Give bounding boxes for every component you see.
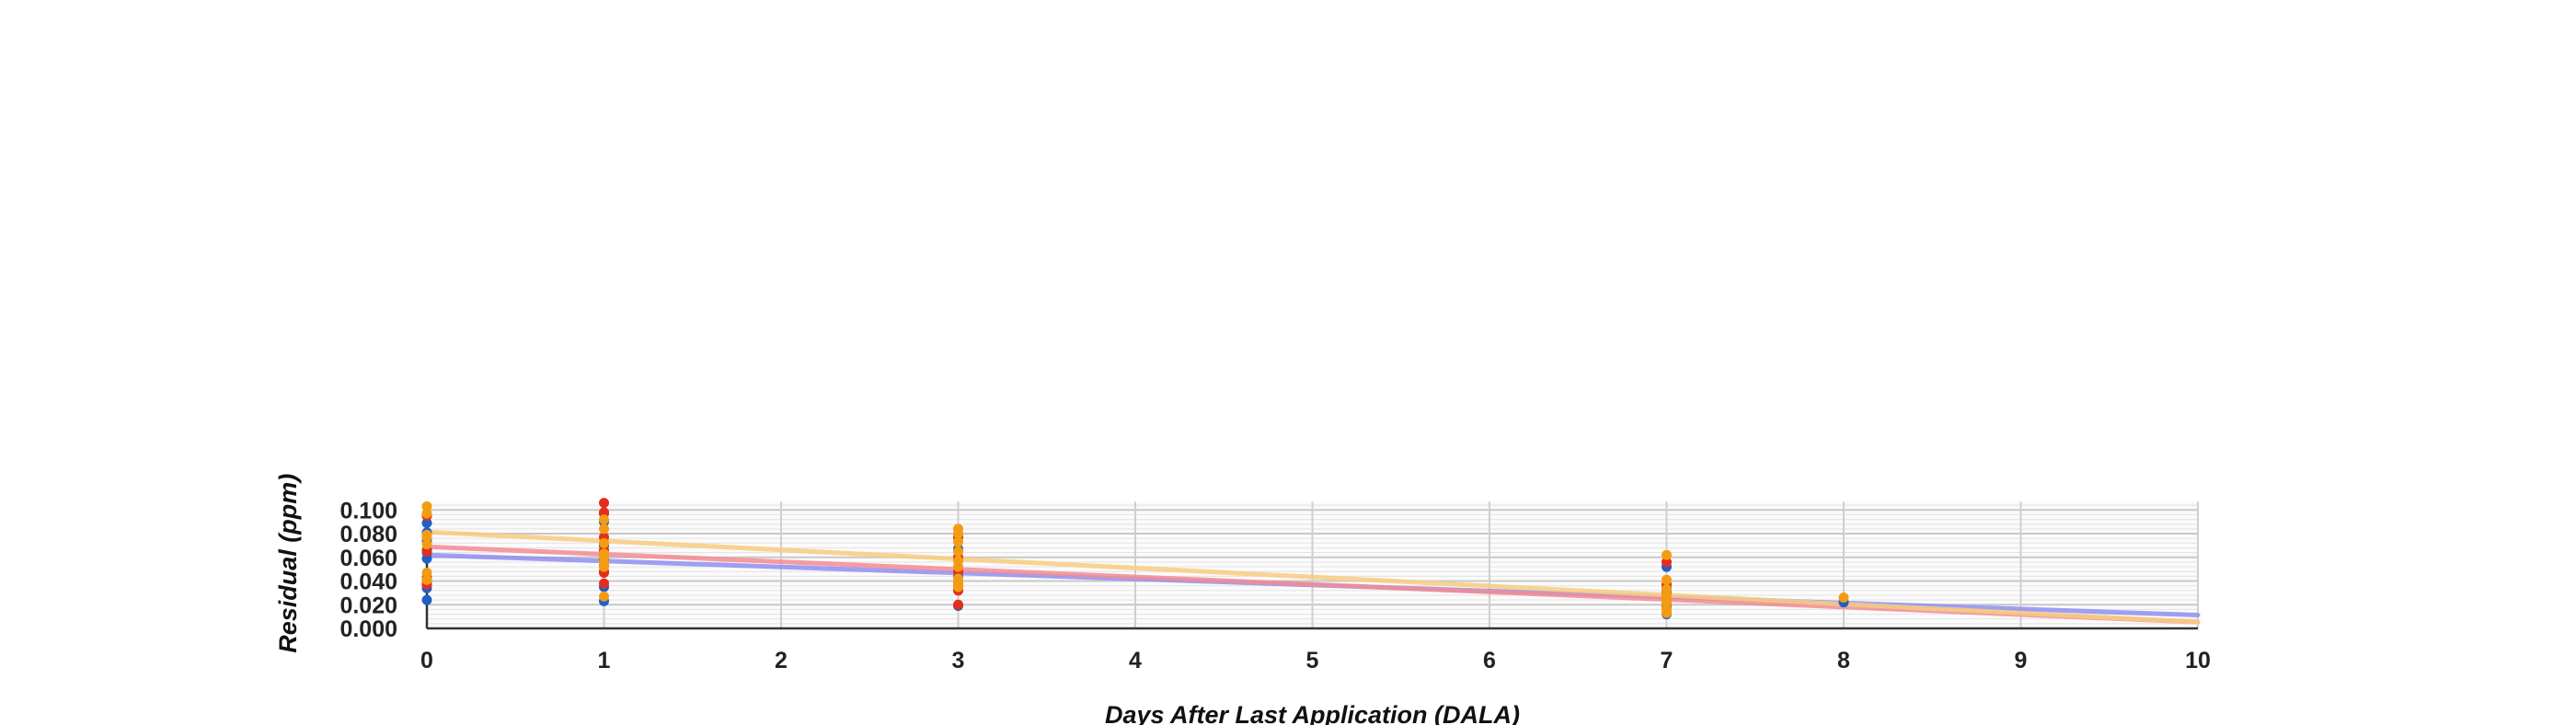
data-point: [421, 508, 432, 519]
x-tick-label: 2: [775, 648, 788, 673]
grid: [426, 501, 2199, 629]
data-point: [1662, 607, 1672, 618]
data-point: [599, 561, 609, 572]
data-point: [421, 594, 432, 605]
x-tick-label: 7: [1661, 648, 1673, 673]
data-point: [421, 546, 432, 557]
data-point: [599, 514, 609, 525]
data-point: [599, 524, 609, 535]
data-point: [1662, 557, 1672, 568]
trendlines: [424, 529, 2201, 625]
trendline: [424, 544, 2201, 625]
x-tick-label: 4: [1129, 648, 1142, 673]
y-tick-label: 0.000: [339, 616, 397, 642]
data-point: [599, 591, 609, 602]
data-point: [599, 537, 609, 548]
data-point: [421, 539, 432, 550]
x-tick-label: 3: [952, 648, 965, 673]
y-tick-label: 0.100: [339, 498, 397, 524]
data-point: [953, 528, 963, 539]
x-axis-title: Days After Last Application (DALA): [1105, 701, 1520, 725]
x-tick-label: 9: [2015, 648, 2028, 673]
data-point: [421, 532, 432, 543]
tick-labels: 0 1 2 3 4 5 6 7 8 9 10 0.0000.0200.0400.0600.0800.1…: [339, 498, 2210, 673]
data-point: [421, 553, 432, 564]
data-point: [953, 599, 963, 610]
data-point: [599, 507, 609, 518]
y-axis-title: Residual (ppm): [274, 474, 302, 653]
y-tick-label: 0.080: [339, 522, 397, 547]
data-point: [1838, 593, 1849, 604]
trendline: [424, 529, 2201, 625]
data-point: [1662, 574, 1672, 585]
x-tick-label: 8: [1837, 648, 1850, 673]
x-tick-label: 1: [598, 648, 611, 673]
data-point: [953, 581, 963, 593]
data-point: [599, 498, 609, 509]
data-point: [421, 517, 432, 528]
data-point: [953, 561, 963, 572]
data-points: [421, 498, 1849, 620]
y-tick-label: 0.060: [339, 546, 397, 571]
data-point: [421, 501, 432, 512]
x-tick-label: 5: [1306, 648, 1319, 673]
data-point: [421, 574, 432, 585]
y-tick-label: 0.020: [339, 593, 397, 618]
data-point: [599, 578, 609, 589]
data-point: [953, 536, 963, 547]
x-tick-label: 0: [420, 648, 433, 673]
data-point: [1662, 549, 1672, 560]
y-tick-label: 0.040: [339, 570, 397, 595]
x-tick-label: 6: [1483, 648, 1496, 673]
data-point: [421, 568, 432, 579]
data-point: [953, 546, 963, 557]
x-tick-label: 10: [2185, 648, 2211, 673]
